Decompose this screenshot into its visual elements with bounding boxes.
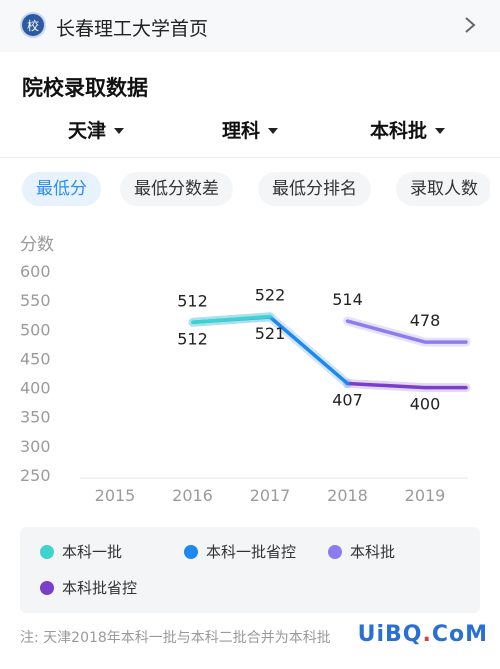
y-tick-label: 500 — [20, 320, 51, 339]
watermark-text-a: UiBQ — [357, 622, 423, 647]
legend-swatch — [184, 544, 198, 559]
watermark-text-b: . — [422, 622, 432, 647]
score-line-chart: 600 550 500 450 400 350 300 250 2015 2016 2017 2018… — [20, 262, 471, 505]
watermark-text-c: CoM — [431, 622, 488, 647]
caret-down-icon — [268, 128, 279, 134]
legend-swatch — [40, 580, 54, 595]
x-tick-label: 2016 — [172, 486, 213, 505]
legend-swatch — [40, 544, 54, 559]
y-tick-label: 450 — [20, 349, 51, 368]
caret-down-icon — [435, 128, 446, 134]
y-axis-title: 分数 — [20, 235, 54, 255]
data-label: 400 — [410, 395, 441, 414]
data-label: 407 — [332, 390, 363, 409]
legend-label: 本科批省控 — [62, 579, 138, 597]
batch-filter-label: 本科批 — [370, 120, 428, 142]
x-tick-label: 2015 — [95, 486, 136, 505]
watermark: UiBQ.CoM — [358, 622, 488, 647]
data-label: 521 — [255, 324, 286, 343]
tab-strip: 最低分 最低分数差 最低分排名 录取人数 — [0, 160, 490, 220]
x-tick-label: 2017 — [250, 486, 291, 505]
tab-admission-count[interactable]: 录取人数 — [396, 172, 490, 206]
subject-filter-label: 理科 — [222, 120, 261, 142]
y-tick-label: 550 — [20, 291, 51, 310]
tab-lowest-score-diff[interactable]: 最低分数差 — [120, 172, 233, 206]
y-tick-label: 600 — [20, 262, 51, 281]
subject-filter[interactable]: 理科 — [222, 116, 279, 143]
data-label: 522 — [255, 285, 286, 304]
x-tick-label: 2018 — [327, 486, 368, 505]
chevron-right-icon[interactable] — [464, 16, 476, 34]
data-label: 478 — [410, 311, 441, 330]
divider — [0, 157, 500, 158]
province-filter-label: 天津 — [68, 120, 107, 142]
legend-swatch — [328, 544, 342, 559]
footnote: 注: 天津2018年本科一批与本科二批合并为本科批 — [20, 630, 331, 646]
legend-item[interactable]: 本科批 — [328, 541, 395, 562]
batch-filter[interactable]: 本科批 — [370, 116, 446, 143]
legend-label: 本科一批省控 — [206, 543, 297, 561]
caret-down-icon — [114, 128, 125, 134]
legend-item[interactable]: 本科一批 — [40, 541, 122, 562]
series-line-3 — [345, 381, 468, 390]
legend-label: 本科批 — [350, 543, 396, 561]
university-logo-icon: 校 — [20, 12, 46, 38]
top-bar[interactable]: 校 长春理工大学首页 — [0, 0, 500, 52]
series-line-2 — [345, 319, 468, 344]
x-tick-label: 2019 — [405, 486, 446, 505]
tab-lowest-score-rank[interactable]: 最低分排名 — [258, 172, 371, 206]
y-tick-label: 350 — [20, 408, 51, 427]
series-line-0 — [191, 314, 272, 325]
legend-item[interactable]: 本科一批省控 — [184, 541, 296, 562]
legend-label: 本科一批 — [62, 543, 123, 561]
chart-legend: 本科一批 本科一批省控 本科批 本科批省控 — [20, 527, 480, 613]
section-title: 院校录取数据 — [22, 76, 148, 100]
y-tick-label: 250 — [20, 466, 51, 485]
tab-lowest-score[interactable]: 最低分 — [22, 172, 101, 206]
data-label: 512 — [177, 329, 208, 348]
page-title: 长春理工大学首页 — [56, 18, 209, 40]
data-label: 514 — [332, 290, 363, 309]
y-tick-label: 300 — [20, 437, 51, 456]
legend-item[interactable]: 本科批省控 — [40, 577, 137, 598]
data-label: 512 — [177, 291, 208, 310]
province-filter[interactable]: 天津 — [68, 116, 125, 143]
y-tick-label: 400 — [20, 379, 51, 398]
